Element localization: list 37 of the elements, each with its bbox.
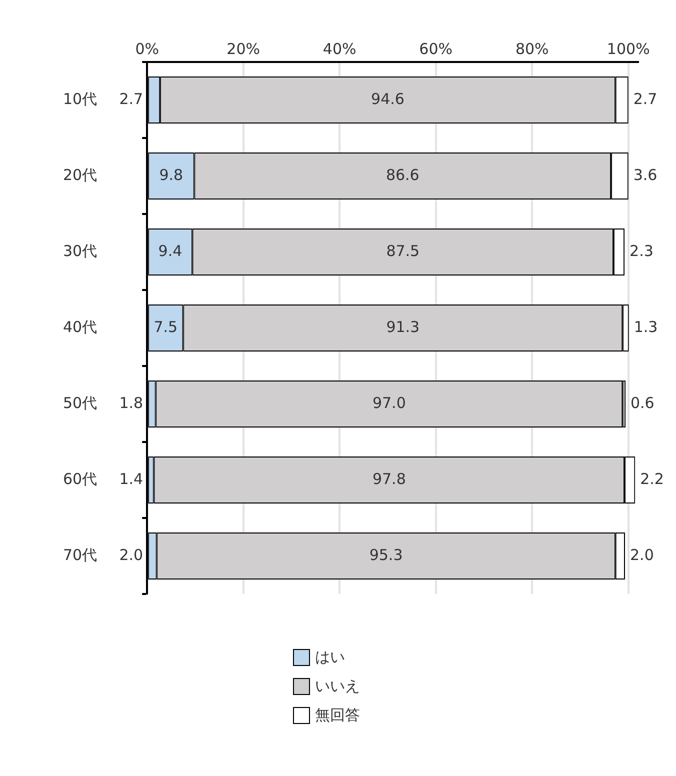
data-label: 2.7: [633, 90, 658, 108]
y-tick-label: 70代: [62, 546, 98, 564]
y-tick-label: 20代: [62, 166, 98, 184]
data-label: 0.6: [630, 394, 654, 412]
y-tick-label: 60代: [62, 470, 98, 488]
y-tick-label: 10代: [62, 90, 98, 108]
legend-label: はい: [315, 648, 345, 667]
data-label: 1.3: [634, 318, 658, 336]
data-label: 2.2: [640, 470, 664, 488]
legend-label: 無回答: [315, 706, 360, 725]
x-tick-label: 100%: [606, 40, 650, 58]
data-label: 2.0: [119, 546, 144, 564]
x-tick-label: 40%: [322, 40, 356, 58]
data-label: 1.8: [119, 394, 144, 412]
data-label: 9.8: [159, 166, 184, 184]
data-label: 94.6: [371, 90, 404, 108]
data-label: 2.0: [630, 546, 654, 564]
data-label: 97.8: [372, 470, 406, 488]
x-tick-label: 0%: [135, 40, 159, 58]
y-tick-label: 30代: [62, 242, 98, 260]
data-label: 86.6: [386, 166, 420, 184]
data-label: 97.0: [372, 394, 406, 412]
data-label: 2.3: [630, 242, 654, 260]
data-label: 9.4: [158, 242, 182, 260]
y-tick-label: 40代: [62, 318, 98, 336]
y-tick-label: 50代: [62, 394, 98, 412]
x-tick-label: 60%: [419, 40, 453, 58]
data-label: 3.6: [633, 166, 658, 184]
data-label: 2.7: [119, 90, 144, 108]
data-label: 95.3: [369, 546, 403, 564]
x-tick-label: 80%: [515, 40, 549, 58]
legend-label: いいえ: [315, 677, 360, 696]
data-label: 7.5: [154, 318, 178, 336]
data-label: 1.4: [119, 470, 144, 488]
x-tick-label: 20%: [226, 40, 260, 58]
data-label: 91.3: [386, 318, 420, 336]
data-label: 87.5: [386, 242, 420, 260]
